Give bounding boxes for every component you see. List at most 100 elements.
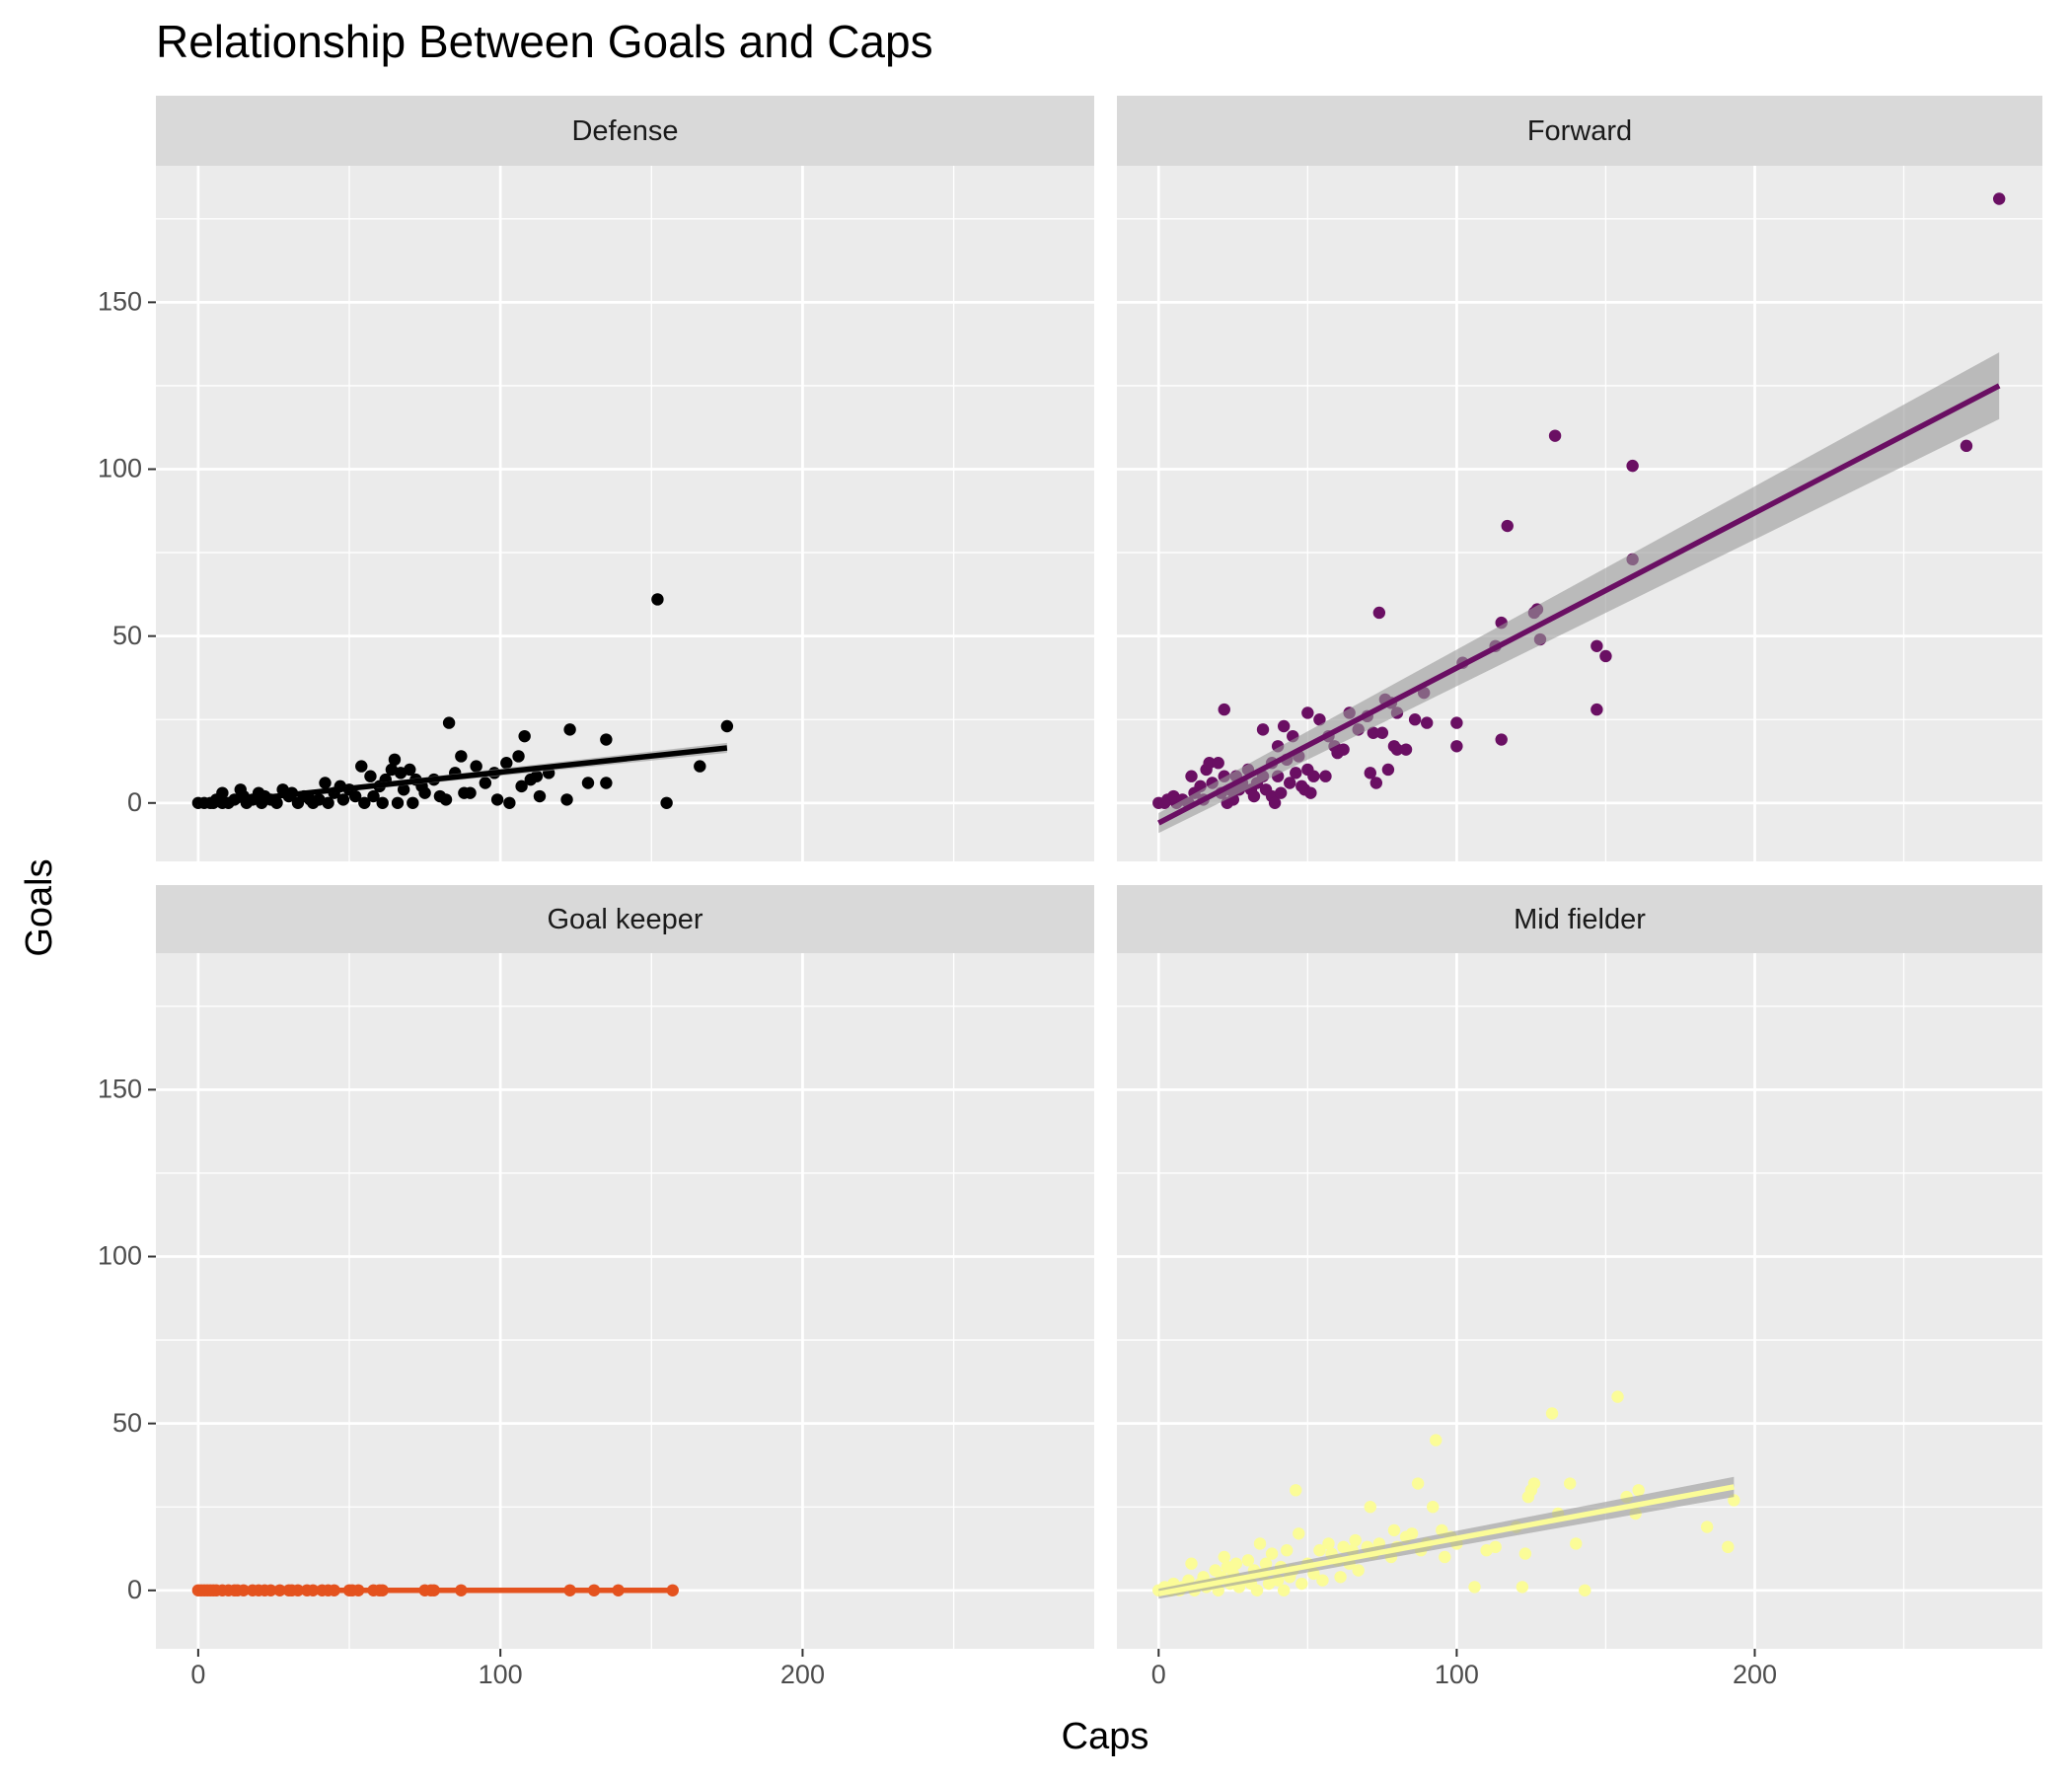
point	[397, 783, 410, 796]
x-tick-label: 100	[479, 1660, 523, 1689]
point	[1265, 1547, 1279, 1560]
point	[1290, 767, 1302, 779]
point	[1241, 1554, 1255, 1567]
strip	[1117, 96, 2042, 166]
point	[563, 723, 576, 736]
point	[1545, 1407, 1559, 1420]
point	[1259, 1557, 1273, 1570]
chart-title: Relationship Between Goals and Caps	[156, 16, 933, 67]
point	[1313, 713, 1326, 726]
point	[270, 796, 283, 809]
point	[358, 796, 371, 809]
point	[1591, 639, 1603, 653]
point	[1960, 439, 1973, 453]
x-axis-title: Caps	[1062, 1716, 1149, 1757]
point	[1203, 757, 1216, 770]
point	[1280, 1544, 1294, 1557]
point	[1611, 1390, 1624, 1403]
point	[1563, 1477, 1577, 1490]
point	[1253, 1537, 1267, 1550]
point	[1468, 1581, 1481, 1594]
point	[1427, 1501, 1440, 1514]
point	[1293, 1527, 1305, 1540]
point	[464, 786, 477, 799]
point	[500, 757, 513, 770]
point	[720, 719, 734, 733]
point	[348, 789, 362, 803]
point	[1284, 777, 1296, 789]
point	[336, 793, 350, 806]
point	[560, 793, 573, 806]
point	[1439, 1550, 1451, 1564]
point	[1218, 1550, 1230, 1564]
point	[1218, 703, 1230, 716]
point	[503, 796, 516, 809]
x-tick-label: 0	[190, 1660, 205, 1689]
point	[1992, 192, 2006, 205]
x-tick-label: 200	[780, 1660, 825, 1689]
point	[1450, 740, 1463, 753]
point	[1372, 606, 1386, 620]
point	[1405, 1527, 1419, 1540]
point	[533, 789, 547, 803]
point	[1527, 1477, 1541, 1490]
y-tick-label: 0	[127, 1575, 142, 1604]
point	[1319, 770, 1332, 782]
point	[1381, 763, 1395, 777]
point	[322, 796, 334, 809]
point	[1295, 1577, 1308, 1591]
point	[455, 750, 468, 763]
point	[355, 760, 368, 773]
point	[1548, 429, 1562, 442]
x-tick-label: 100	[1435, 1660, 1479, 1689]
point	[600, 777, 613, 789]
point	[1450, 716, 1463, 729]
point	[1367, 726, 1380, 739]
point	[1591, 703, 1603, 716]
point	[364, 770, 377, 782]
point	[442, 716, 456, 729]
point	[470, 760, 482, 773]
point	[1495, 733, 1508, 746]
point	[1626, 459, 1639, 473]
y-tick-label: 100	[98, 1241, 142, 1271]
point	[1185, 1557, 1198, 1570]
point	[1411, 1477, 1425, 1490]
fit-line	[1157, 1484, 1735, 1596]
y-tick-label: 150	[98, 286, 142, 316]
point	[1334, 1571, 1347, 1584]
fit-line	[1157, 383, 2001, 826]
point	[1420, 716, 1434, 729]
point	[479, 777, 492, 789]
point	[391, 796, 405, 809]
point	[1369, 777, 1383, 789]
point	[1518, 1547, 1532, 1560]
x-tick-label: 200	[1733, 1660, 1777, 1689]
point	[1408, 713, 1422, 726]
point	[512, 750, 525, 763]
point	[1277, 719, 1291, 733]
point	[1390, 743, 1404, 756]
point	[407, 796, 419, 809]
point	[1430, 1434, 1443, 1447]
panel-background	[156, 953, 1094, 1649]
point	[319, 777, 332, 789]
strip-label: Goal keeper	[548, 904, 703, 935]
point	[1700, 1521, 1714, 1533]
y-tick-label: 0	[127, 787, 142, 817]
point	[1399, 743, 1413, 756]
point	[1229, 1557, 1243, 1570]
point	[388, 753, 402, 767]
point	[439, 793, 453, 806]
point	[1375, 726, 1389, 739]
point	[1352, 1564, 1365, 1577]
point	[518, 729, 531, 743]
point	[651, 593, 664, 606]
strip	[156, 885, 1094, 953]
strip	[156, 96, 1094, 166]
point	[1501, 519, 1514, 533]
panel-background	[156, 166, 1094, 861]
point	[1516, 1581, 1529, 1594]
point	[1212, 757, 1224, 770]
